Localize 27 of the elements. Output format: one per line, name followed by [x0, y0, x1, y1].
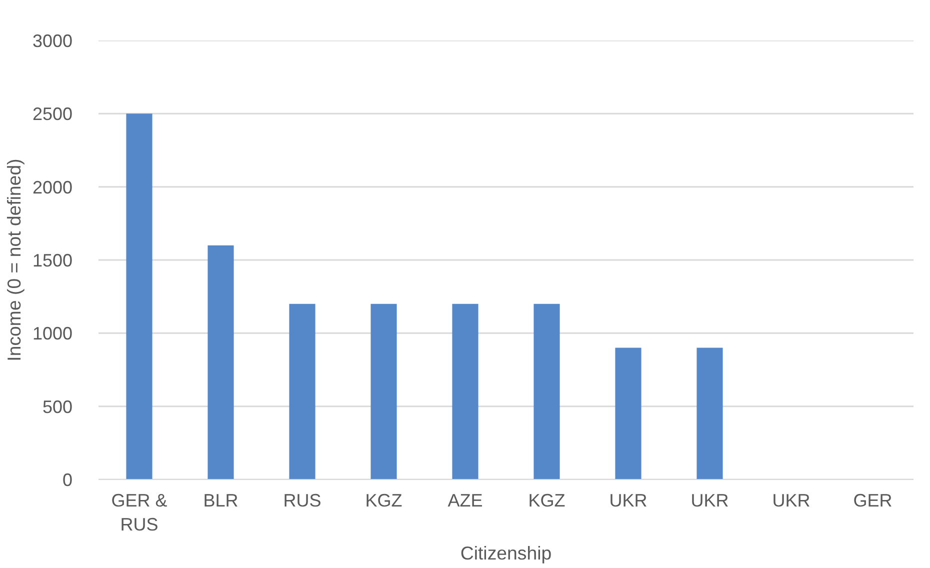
- x-tick-label: BLR: [203, 490, 238, 510]
- y-tick-label: 3000: [32, 31, 73, 51]
- y-tick-label: 500: [42, 396, 73, 417]
- bar: [615, 348, 642, 480]
- x-axis-title: Citizenship: [460, 542, 552, 564]
- bar: [534, 304, 560, 480]
- bar: [289, 304, 316, 480]
- x-tick-label: GER: [853, 490, 892, 510]
- bar: [208, 245, 234, 480]
- bar: [452, 304, 478, 480]
- x-tick-label: UKR: [690, 490, 729, 510]
- bar: [696, 348, 723, 480]
- x-tick-label: KGZ: [365, 490, 402, 510]
- x-tick-label: GER & RUS: [111, 490, 168, 534]
- x-tick-label: UKR: [772, 490, 810, 510]
- x-tick-label: AZE: [448, 490, 483, 510]
- y-tick-label: 0: [62, 470, 73, 490]
- x-tick-label: RUS: [283, 490, 322, 510]
- y-tick-label: 1000: [32, 324, 73, 344]
- y-tick-label: 2000: [32, 177, 73, 198]
- x-tick-label: UKR: [609, 490, 648, 510]
- y-axis-title: Income (0 = not defined): [3, 158, 24, 362]
- x-tick-label: KGZ: [528, 490, 566, 510]
- bar: [126, 114, 152, 480]
- y-tick-label: 2500: [32, 104, 73, 124]
- bar: [370, 304, 397, 480]
- y-tick-label: 1500: [32, 250, 73, 270]
